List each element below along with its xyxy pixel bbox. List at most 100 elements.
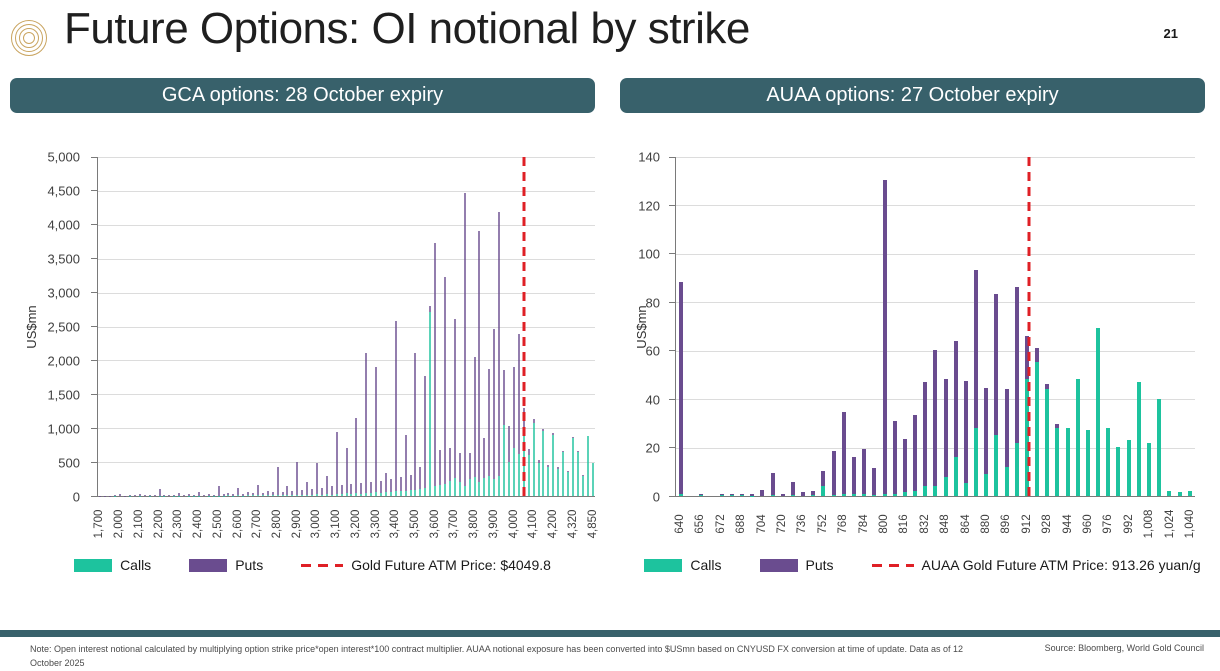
bar-category — [981, 157, 991, 496]
x-tick-label: 896 — [1000, 514, 1013, 534]
calls-segment — [488, 475, 491, 496]
calls-segment — [478, 482, 481, 496]
calls-segment — [517, 453, 520, 496]
x-tick-label: 2,700 — [251, 509, 264, 539]
x-tick-label: 3,700 — [448, 509, 461, 539]
bar-category — [1073, 157, 1083, 496]
bar-category — [226, 157, 231, 496]
calls-segment — [581, 475, 584, 496]
bar-category — [113, 157, 118, 496]
x-tick-label: 784 — [857, 514, 870, 534]
puts-segment — [537, 460, 540, 464]
bar-category — [788, 157, 798, 496]
bar — [301, 489, 304, 496]
bar-category — [561, 157, 566, 496]
puts-segment — [750, 494, 755, 496]
gridline — [98, 258, 595, 260]
bar-category — [413, 157, 418, 496]
bar — [148, 494, 151, 496]
bar — [852, 457, 856, 496]
calls-segment — [841, 493, 846, 496]
bar-category — [270, 157, 275, 496]
bar — [1136, 381, 1141, 496]
bar — [153, 495, 156, 496]
bar-category — [339, 157, 344, 496]
bar-category — [162, 157, 167, 496]
bar-category — [829, 157, 839, 496]
bar — [576, 451, 579, 496]
puts-segment — [153, 495, 156, 496]
bar-category — [951, 157, 961, 496]
bar — [384, 472, 387, 496]
x-tick-label: 2,400 — [192, 509, 205, 539]
bar-category — [246, 157, 251, 496]
bar — [429, 305, 432, 496]
puts-segment — [933, 350, 938, 487]
bar-category — [575, 157, 580, 496]
puts-segment — [488, 368, 491, 476]
puts-segment — [443, 277, 446, 484]
x-tick-label: 2,000 — [113, 509, 126, 539]
puts-segment — [493, 329, 496, 479]
bar-category — [526, 157, 531, 496]
bars-container — [676, 157, 1195, 496]
bar-category — [132, 157, 137, 496]
calls-segment — [424, 487, 427, 496]
puts-segment — [380, 481, 382, 493]
bar-category — [1063, 157, 1073, 496]
calls-segment — [902, 492, 907, 496]
bar-category — [349, 157, 354, 496]
bar-category — [319, 157, 324, 496]
bar — [872, 468, 877, 496]
bar-category — [717, 157, 727, 496]
bar — [493, 329, 496, 496]
bar — [862, 448, 867, 496]
bar-category — [566, 157, 571, 496]
bar — [330, 486, 333, 496]
bar — [207, 493, 210, 496]
calls-segment — [892, 493, 897, 496]
puts-segment — [1045, 384, 1050, 390]
calls-segment — [852, 493, 856, 496]
calls-segment — [913, 491, 918, 496]
y-tick-mark — [91, 461, 97, 463]
atm-price-line — [1027, 157, 1031, 496]
bar — [468, 453, 471, 496]
bar — [902, 438, 907, 496]
bar-category — [920, 157, 930, 496]
puts-segment — [790, 481, 795, 496]
bar-category — [737, 157, 747, 496]
puts-segment — [340, 485, 343, 495]
bar-category — [768, 157, 778, 496]
legend-label: Puts — [805, 557, 834, 573]
puts-segment — [1004, 389, 1009, 467]
calls-segment — [1085, 430, 1090, 496]
calls-segment — [286, 494, 289, 496]
bar — [1065, 428, 1070, 496]
calls-segment — [325, 493, 328, 496]
panel-header-gca: GCA options: 28 October expiry — [10, 78, 595, 113]
bar-category — [849, 157, 859, 496]
bar — [1014, 287, 1019, 496]
y-axis-ticks-left: 5,000 4,500 4,000 3,500 3,000 2,500 2,000 1,500… — [46, 150, 88, 505]
calls-segment — [542, 431, 545, 496]
calls-segment — [473, 476, 476, 496]
puts-segment — [247, 492, 250, 496]
calls-segment — [1065, 428, 1070, 496]
bar — [143, 495, 146, 496]
puts-segment — [1035, 347, 1040, 363]
bar — [488, 368, 491, 496]
bar-category — [839, 157, 849, 496]
calls-segment — [340, 494, 343, 496]
puts-segment — [780, 493, 785, 496]
bar — [1167, 491, 1172, 496]
bar-category — [1052, 157, 1062, 496]
gridline — [676, 205, 1195, 207]
puts-segment — [237, 487, 240, 496]
puts-segment — [448, 448, 451, 482]
puts-segment — [913, 414, 918, 492]
bar — [133, 495, 136, 496]
puts-segment — [256, 485, 259, 496]
calls-segment — [974, 428, 979, 496]
puts-segment — [547, 464, 550, 467]
